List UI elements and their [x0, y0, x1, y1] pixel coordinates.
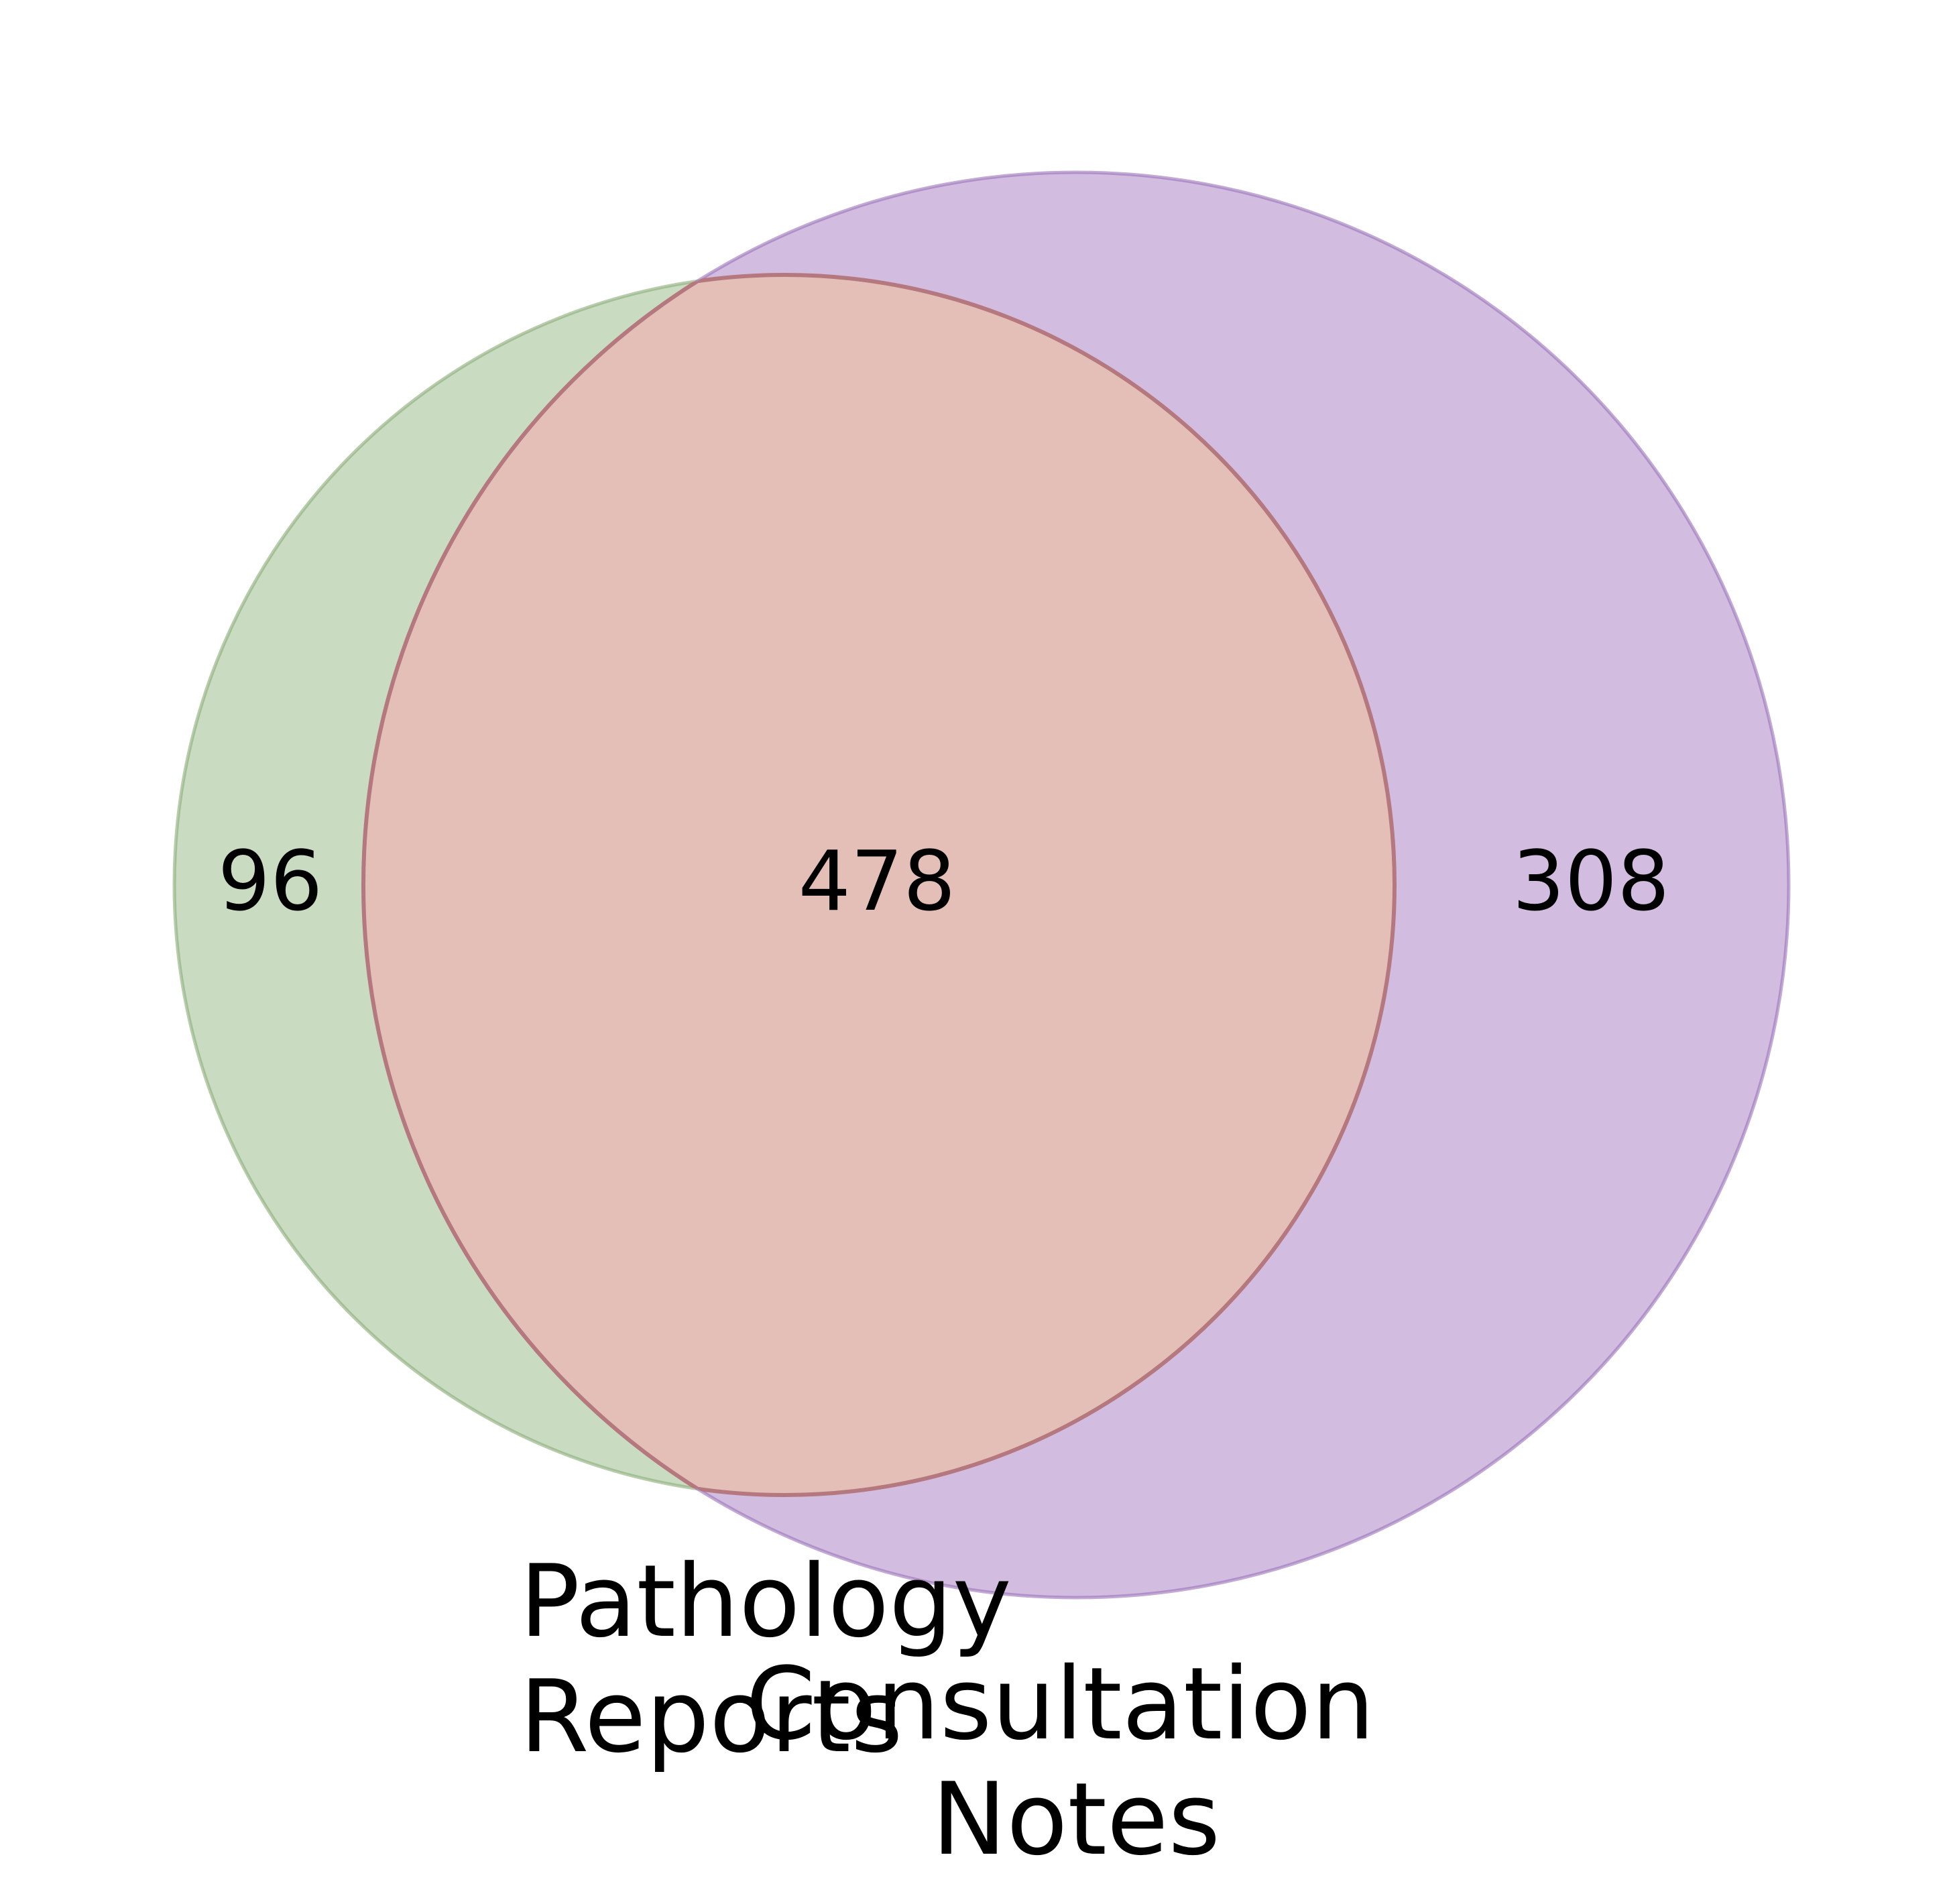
set-label-consultation-line2: Notes [932, 1762, 1220, 1878]
region-count-only-consultation: 308 [1513, 834, 1670, 930]
overlap-outline-a [363, 273, 1397, 1497]
set-label-pathology-reports: Pathology Reports [520, 1544, 1043, 1775]
set-label-pathology-line1: Pathology [520, 1544, 1012, 1660]
region-count-only-pathology: 96 [218, 834, 323, 930]
set-label-consultation-notes: Consultation Notes [746, 1647, 1407, 1878]
set-label-pathology-line2: Reports [520, 1659, 903, 1775]
overlap-region [363, 275, 1395, 1495]
overlap-outline-b [361, 275, 1395, 1495]
set-label-consultation-line1: Consultation [746, 1647, 1374, 1763]
region-count-overlap: 478 [799, 834, 956, 930]
